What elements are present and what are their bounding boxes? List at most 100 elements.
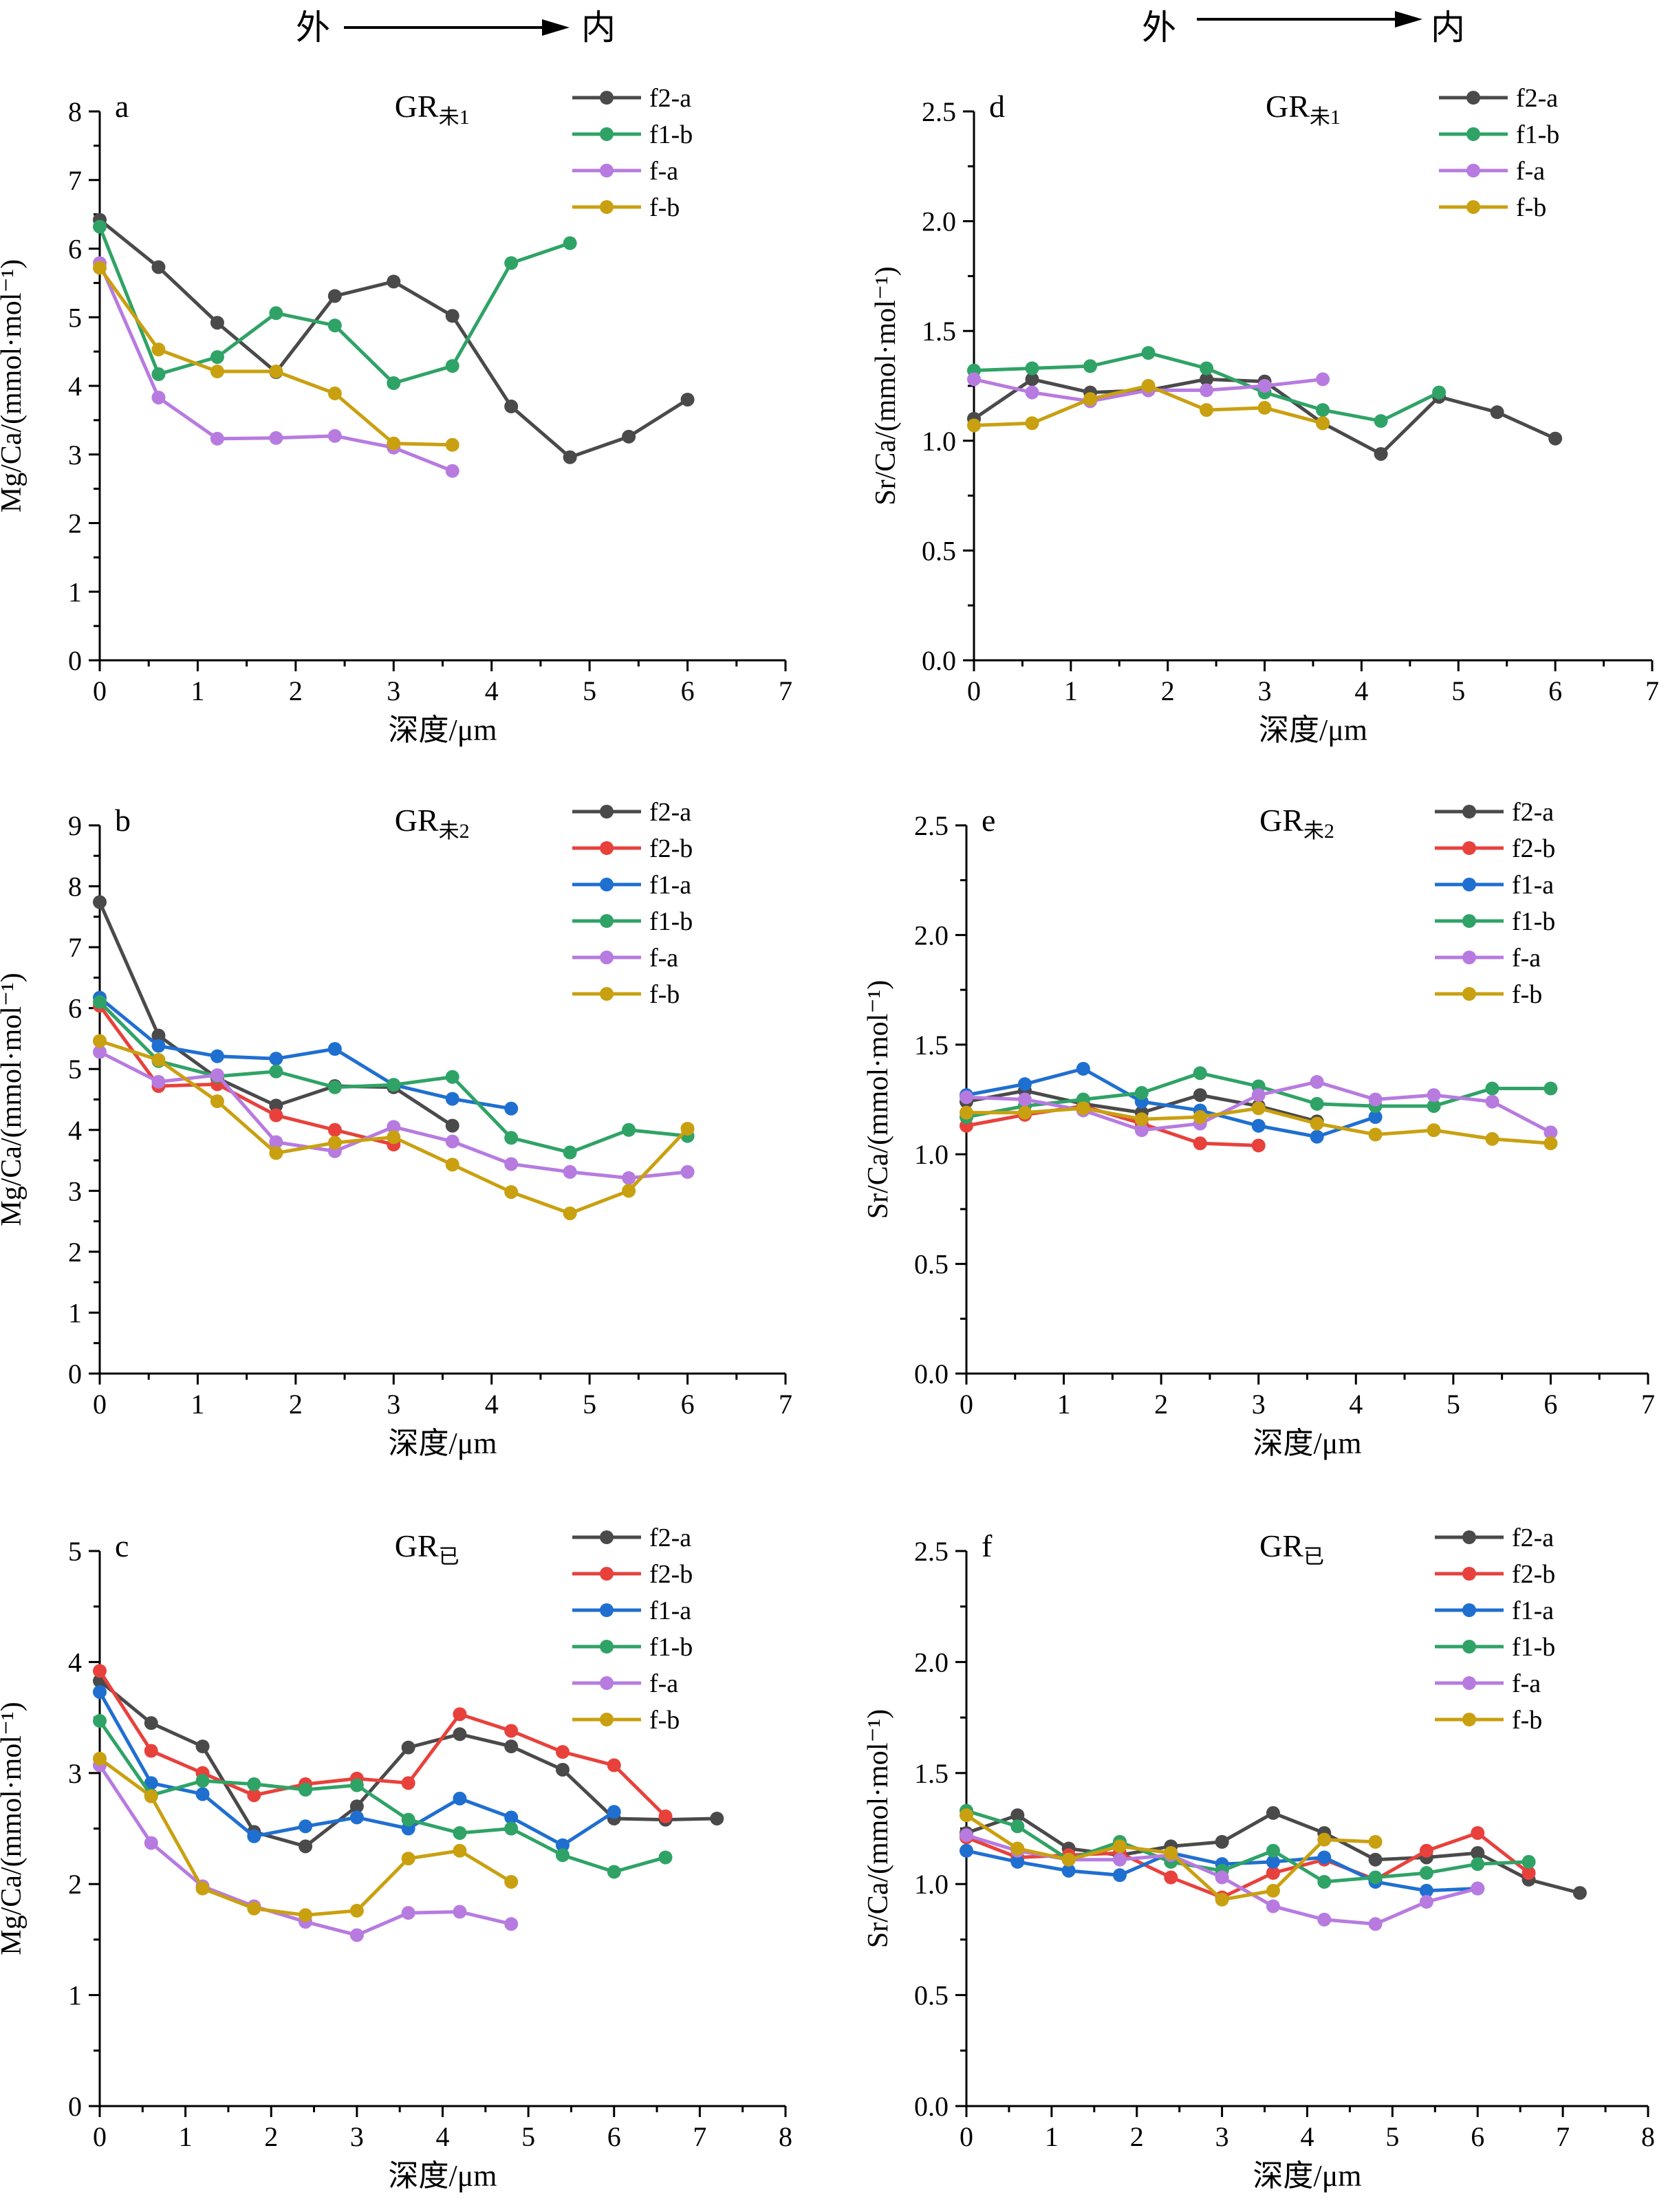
data-point: [195, 1774, 210, 1788]
data-point: [93, 261, 107, 275]
x-tick-label: 8: [1641, 2121, 1655, 2152]
data-point: [151, 1074, 166, 1089]
data-point: [1521, 1866, 1536, 1880]
data-point: [144, 1836, 158, 1850]
data-point: [453, 1843, 467, 1858]
legend-marker: [600, 805, 614, 818]
data-point: [622, 1184, 636, 1198]
data-point: [1193, 1136, 1207, 1151]
legend-marker: [600, 164, 614, 177]
data-point: [1368, 1127, 1383, 1142]
data-point: [247, 1901, 261, 1916]
y-tick-label: 1: [68, 576, 82, 607]
title-subscript: 未1: [1310, 106, 1341, 129]
data-point: [563, 1145, 577, 1160]
y-tick-label: 2: [68, 1237, 82, 1268]
data-point: [555, 1838, 570, 1852]
data-point: [960, 1843, 973, 1858]
series-f-b: [93, 1034, 695, 1221]
data-point: [445, 1070, 459, 1084]
legend-label: f1-a: [649, 1596, 691, 1625]
y-tick-label: 1.0: [914, 1139, 949, 1170]
panel-letter: d: [989, 89, 1005, 124]
legend-label: f-a: [649, 1669, 678, 1698]
x-tick-label: 0: [93, 1389, 107, 1420]
data-point: [1374, 446, 1388, 461]
legend-entry: f-b: [1435, 1706, 1542, 1735]
data-point: [195, 1787, 210, 1801]
data-point: [1543, 1136, 1558, 1151]
x-tick-label: 3: [387, 675, 400, 706]
title-main: GR: [1259, 803, 1303, 838]
x-axis-label: 深度/μm: [388, 713, 497, 747]
x-tick-label: 5: [1385, 2121, 1399, 2152]
data-point: [504, 256, 519, 270]
data-point: [93, 1664, 107, 1678]
inner-label-left: 内: [581, 8, 616, 47]
y-tick-label: 3: [68, 1758, 82, 1789]
legend-label: f2-a: [649, 798, 691, 827]
data-point: [453, 1825, 467, 1840]
legend-entry: f-a: [1435, 1669, 1541, 1698]
legend-entry: f1-b: [1439, 120, 1559, 149]
data-point: [1310, 1116, 1324, 1131]
data-point: [93, 1713, 107, 1728]
data-point: [1164, 1846, 1178, 1861]
data-point: [151, 390, 166, 404]
legend-label: f2-b: [1512, 834, 1555, 863]
series-f-b: [960, 1101, 1558, 1151]
legend-label: f-a: [649, 944, 678, 973]
y-tick-label: 1.5: [914, 1758, 949, 1789]
data-point: [210, 1068, 224, 1083]
legend-entry: f2-b: [572, 834, 693, 863]
series-line: [98, 1050, 688, 1180]
chart-panel-f: 0 1 2 3 4 5 6 7 8 0.0 0.5 1.0 1.5 2.0 2.5 深度/μm Sr/Ca/(m…: [863, 1524, 1655, 2193]
x-tick-label: 6: [1543, 1389, 1557, 1420]
x-tick-label: 2: [289, 675, 303, 706]
data-point: [327, 1136, 342, 1150]
legend-marker: [1462, 878, 1476, 891]
series-f2-a: [93, 213, 695, 464]
data-point: [960, 1090, 973, 1105]
x-tick-label: 6: [681, 1389, 695, 1420]
x-tick-label: 5: [521, 2121, 535, 2152]
outer-label-left: 外: [296, 8, 330, 47]
legend-marker: [1462, 1530, 1476, 1544]
data-point: [299, 1783, 313, 1797]
legend-entry: f1-b: [572, 907, 693, 936]
legend-label: f2-b: [649, 834, 693, 863]
data-point: [622, 429, 636, 444]
data-point: [1368, 1110, 1383, 1125]
data-point: [269, 431, 283, 445]
data-point: [1200, 361, 1214, 376]
legend-label: f-a: [1512, 944, 1541, 973]
legend-marker: [1462, 987, 1476, 1001]
data-point: [445, 1134, 459, 1149]
data-point: [269, 306, 283, 321]
series-line: [98, 1004, 394, 1147]
legend-entry: f-b: [1435, 980, 1542, 1009]
data-point: [401, 1776, 415, 1790]
outer-label-right: 外: [1142, 8, 1176, 47]
y-tick-label: 2: [68, 508, 82, 539]
legend-marker: [1466, 164, 1480, 177]
data-point: [1317, 1912, 1332, 1927]
legend-label: f1-a: [1512, 1596, 1554, 1625]
data-point: [1317, 1832, 1332, 1847]
data-point: [1025, 385, 1039, 400]
legend-label: f1-b: [649, 907, 693, 936]
data-point: [1083, 392, 1098, 406]
x-tick-label: 3: [387, 1389, 400, 1420]
y-tick-label: 2: [68, 1869, 82, 1900]
data-point: [1010, 1808, 1025, 1823]
legend-marker: [1462, 1640, 1476, 1653]
y-tick-label: 1.5: [922, 316, 956, 347]
legend-entry: f1-a: [572, 1596, 691, 1625]
direction-arrow-right: [1197, 11, 1422, 28]
x-tick-label: 4: [485, 675, 499, 706]
legend-label: f2-a: [649, 1524, 691, 1552]
title-subscript: 已: [1303, 1546, 1324, 1568]
data-point: [1548, 431, 1563, 446]
data-point: [195, 1739, 210, 1754]
x-tick-label: 0: [967, 675, 981, 706]
